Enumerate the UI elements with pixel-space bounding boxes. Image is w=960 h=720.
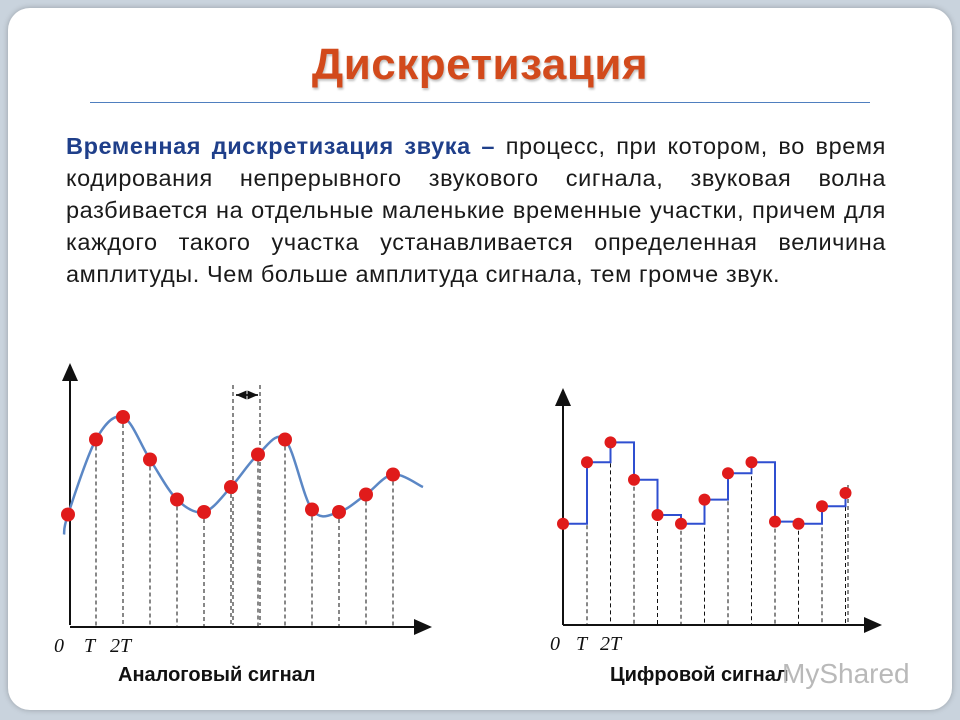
definition-dash: – (470, 133, 506, 159)
digital-sample-dot (839, 487, 852, 499)
digital-sample-dot (769, 515, 781, 528)
digital-sample-dot (722, 467, 734, 480)
analog-sample-dot (224, 480, 238, 494)
watermark-text: MyShared (782, 658, 910, 689)
digital-diagram: 0 T 2T (550, 388, 882, 655)
digital-sample-dot (581, 456, 593, 469)
title-underline (90, 102, 870, 103)
analog-sample-dot (386, 467, 400, 482)
digital-tick-2t-label: 2T (600, 633, 623, 655)
digital-sample-dot (792, 517, 805, 530)
analog-sample-dot (359, 487, 373, 502)
analog-curve (62, 415, 424, 535)
analog-sample-dots (61, 410, 400, 522)
digital-sample-dot (698, 493, 711, 506)
digital-sample-dot (651, 509, 664, 521)
digital-sample-dot (816, 500, 828, 513)
analog-sample-dot (305, 502, 319, 517)
digital-sample-dot (557, 517, 569, 530)
analog-sample-dot (332, 505, 346, 519)
analog-caption: Аналоговый сигнал (118, 664, 316, 686)
analog-tick-2t-label: 2T (110, 635, 133, 657)
analog-sample-dot (197, 505, 211, 519)
definition-paragraph: Временная дискретизация звука – процесс,… (66, 130, 886, 290)
digital-origin-label: 0 (550, 633, 560, 655)
analog-diagram: 0 T 2T (54, 363, 432, 657)
digital-step-signal (563, 441, 848, 525)
definition-text: процесс, при котором, во время кодирован… (66, 133, 886, 287)
slide-title: Дискретизация (311, 40, 649, 89)
analog-sample-lines (95, 417, 394, 627)
analog-sample-dot (116, 410, 130, 424)
analog-sample-dot (251, 447, 265, 462)
analog-origin-label: 0 (54, 635, 64, 657)
digital-sample-dot (675, 517, 687, 530)
digital-caption: Цифровой сигнал (610, 664, 789, 686)
analog-sample-dot (143, 452, 157, 467)
digital-sample-dot (604, 436, 617, 449)
analog-tick-t-label: T (84, 635, 97, 657)
digital-sample-lines (586, 442, 849, 625)
digital-sample-dot (628, 473, 640, 486)
digital-sample-dots (557, 436, 852, 530)
digital-tick-t-label: T (576, 633, 589, 655)
slide-background (8, 8, 952, 710)
analog-sample-dot (89, 432, 103, 447)
definition-term: Временная дискретизация звука (66, 133, 471, 159)
digital-sample-dot (745, 456, 758, 469)
analog-sample-dot (278, 432, 292, 447)
analog-sample-dot (170, 492, 184, 507)
analog-sample-dot (61, 507, 75, 522)
